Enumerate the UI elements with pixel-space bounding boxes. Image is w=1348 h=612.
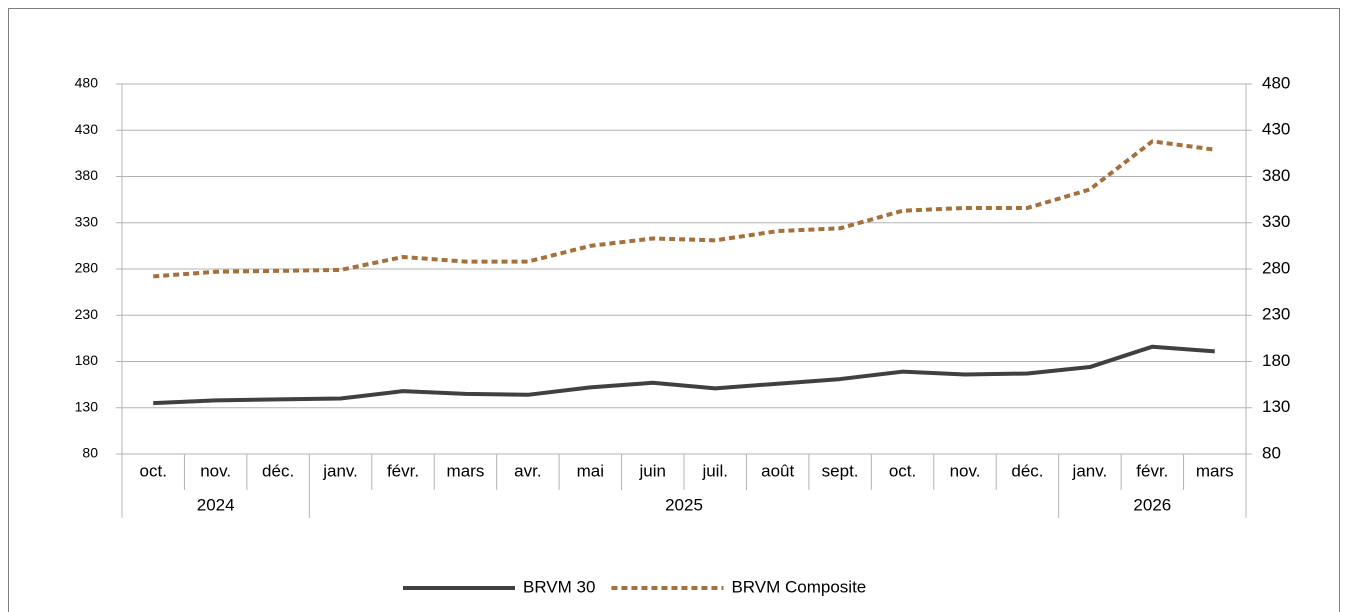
series-line — [153, 344, 1215, 406]
x-tick-label: déc. — [262, 461, 294, 480]
y2-tick-label: 330 — [1262, 212, 1290, 231]
y2-tick-label: 380 — [1262, 166, 1290, 185]
x-tick-label: oct. — [889, 461, 916, 480]
x-tick-label: déc. — [1011, 461, 1043, 480]
y2-tick-label: 130 — [1262, 397, 1290, 416]
y2-tick-label: 230 — [1262, 305, 1290, 324]
y2-tick-label: 180 — [1262, 351, 1290, 370]
x-tick-label: janv. — [1072, 461, 1108, 480]
y2-tick-label: 480 — [1262, 73, 1290, 92]
y-tick-label: 380 — [75, 167, 99, 183]
y-tick-label: 480 — [75, 75, 99, 91]
y-tick-label: 180 — [75, 352, 99, 368]
x-group-label: 2025 — [665, 495, 703, 514]
y-tick-label: 130 — [75, 398, 99, 414]
x-tick-label: mars — [1196, 461, 1234, 480]
x-group-label: 2026 — [1133, 495, 1171, 514]
legend-label: BRVM Composite — [731, 577, 866, 596]
x-group-label: 2024 — [197, 495, 235, 514]
x-tick-label: oct. — [140, 461, 167, 480]
y2-tick-label: 280 — [1262, 258, 1290, 277]
y2-tick-label: 430 — [1262, 120, 1290, 139]
y-tick-label: 80 — [82, 445, 98, 461]
x-tick-label: févr. — [1136, 461, 1168, 480]
legend-label: BRVM 30 — [523, 577, 595, 596]
x-tick-label: janv. — [322, 461, 358, 480]
y-tick-label: 230 — [75, 306, 99, 322]
x-tick-label: avr. — [514, 461, 541, 480]
y-tick-label: 430 — [75, 121, 99, 137]
x-tick-label: juin — [639, 461, 666, 480]
x-tick-label: nov. — [200, 461, 231, 480]
x-tick-label: août — [761, 461, 794, 480]
x-tick-label: mars — [447, 461, 485, 480]
x-tick-label: mai — [577, 461, 604, 480]
y-tick-label: 330 — [75, 213, 99, 229]
y-tick-label: 280 — [75, 260, 99, 276]
chart-frame — [8, 8, 1340, 612]
x-tick-label: juil. — [701, 461, 728, 480]
x-tick-label: févr. — [387, 461, 419, 480]
x-tick-label: nov. — [950, 461, 981, 480]
y2-tick-label: 80 — [1262, 443, 1281, 462]
x-tick-label: sept. — [822, 461, 859, 480]
series-line — [153, 139, 1216, 279]
